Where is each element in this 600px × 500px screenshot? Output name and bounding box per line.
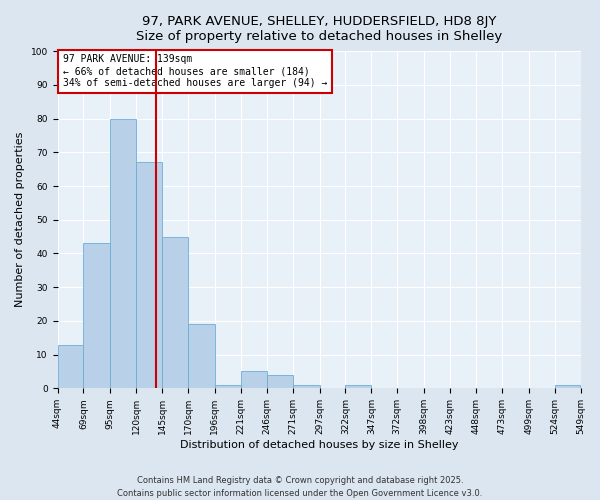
Bar [293, 385, 320, 388]
Bar [136, 162, 162, 388]
X-axis label: Distribution of detached houses by size in Shelley: Distribution of detached houses by size … [180, 440, 458, 450]
Title: 97, PARK AVENUE, SHELLEY, HUDDERSFIELD, HD8 8JY
Size of property relative to det: 97, PARK AVENUE, SHELLEY, HUDDERSFIELD, … [136, 15, 502, 43]
Bar [58, 344, 83, 389]
Bar [267, 375, 293, 388]
Bar [554, 385, 580, 388]
Bar [162, 236, 188, 388]
Bar [188, 324, 215, 388]
Bar [241, 372, 267, 388]
Y-axis label: Number of detached properties: Number of detached properties [15, 132, 25, 308]
Text: 97 PARK AVENUE: 139sqm
← 66% of detached houses are smaller (184)
34% of semi-de: 97 PARK AVENUE: 139sqm ← 66% of detached… [63, 54, 327, 88]
Bar [110, 118, 136, 388]
Bar [83, 244, 110, 388]
Bar [346, 385, 371, 388]
Bar [215, 385, 241, 388]
Text: Contains HM Land Registry data © Crown copyright and database right 2025.
Contai: Contains HM Land Registry data © Crown c… [118, 476, 482, 498]
